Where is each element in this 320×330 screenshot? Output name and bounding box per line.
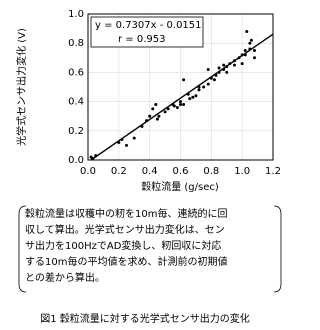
point: [245, 30, 249, 34]
point: [148, 114, 152, 118]
caption: 図1 穀粒流量に対する光学式センサ出力の変化: [40, 312, 250, 325]
point: [125, 143, 129, 147]
x-tick-label: 0.8: [203, 166, 219, 177]
point: [240, 62, 244, 66]
point: [212, 78, 216, 82]
note-line: 穀粒流量は収穫中の籾を10m毎、連続的に回: [25, 207, 227, 220]
point: [154, 103, 158, 107]
point: [222, 63, 226, 67]
point: [157, 114, 161, 118]
x-tick-label: 0.4: [142, 166, 158, 177]
point: [225, 70, 229, 74]
x-tick-label: 0.2: [111, 166, 127, 177]
x-tick-label: 1.0: [234, 166, 250, 177]
point: [217, 66, 221, 70]
point: [249, 38, 253, 42]
y-tick-label: 0.6: [68, 67, 84, 78]
point: [243, 49, 247, 52]
annotation: r = 0.953: [118, 34, 165, 45]
point: [188, 97, 192, 101]
point: [194, 94, 198, 98]
point: [253, 49, 256, 52]
point: [197, 88, 201, 92]
note-line: する10m毎の平均値を求め、計測前の初期値: [25, 255, 227, 268]
annotation: y = 0.7307x - 0.0151: [95, 20, 202, 31]
annotation-box: [90, 16, 204, 48]
point: [166, 107, 170, 111]
y-tick-label: 0.4: [68, 97, 84, 108]
point: [253, 56, 256, 60]
x-tick-label: 0.0: [80, 166, 96, 177]
x-tick-label: 1.2: [265, 166, 281, 177]
y-tick-label: 0.2: [68, 126, 84, 137]
bracket: [273, 205, 282, 293]
y-tick-label: 1.0: [68, 9, 84, 20]
point: [151, 107, 155, 111]
point: [206, 67, 210, 71]
note-line: 収して算出。光学式センサ出力変化は、セン: [25, 223, 225, 236]
point: [248, 41, 252, 45]
figure: 穀粒流量 (g/sec) 光学式センサ出力変化 (V) y = 0.7307x …: [15, 9, 282, 325]
x-axis-label: 穀粒流量 (g/sec): [141, 180, 219, 193]
point: [202, 85, 206, 89]
point: [182, 103, 186, 107]
bracket: [18, 205, 27, 293]
point: [163, 110, 167, 114]
point: [172, 104, 176, 108]
y-tick-label: 0.0: [68, 155, 84, 166]
note-line: サ出力を100HzでAD変換し、籾回収に対応: [25, 239, 221, 252]
y-tick-label: 0.8: [68, 38, 84, 49]
point: [175, 105, 179, 109]
point: [182, 78, 186, 82]
plot-frame: [87, 13, 274, 161]
point: [191, 95, 195, 99]
x-tick-label: 0.6: [173, 166, 189, 177]
point: [155, 117, 159, 121]
point: [179, 103, 182, 107]
point: [132, 136, 136, 140]
point: [179, 100, 182, 104]
fit-line: [90, 33, 274, 161]
note-line: との差から算出。: [25, 271, 105, 284]
point: [206, 82, 210, 86]
point: [232, 63, 236, 67]
y-axis-label: 光学式センサ出力変化 (V): [15, 28, 28, 146]
